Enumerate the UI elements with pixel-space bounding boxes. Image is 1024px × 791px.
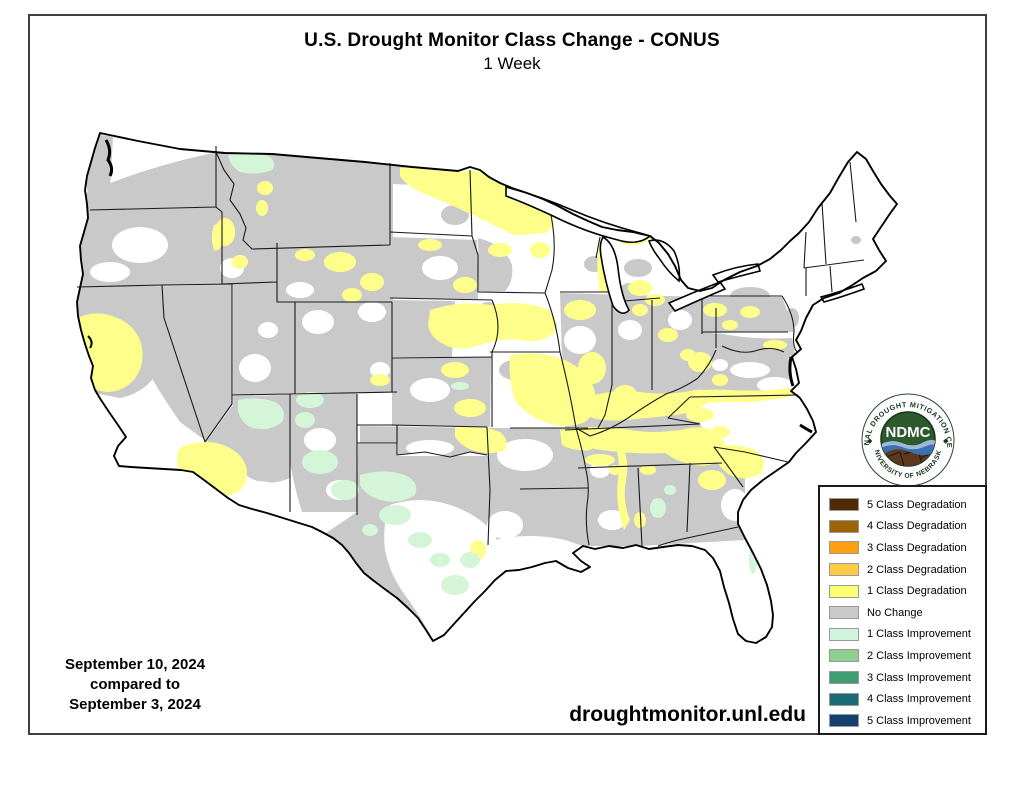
legend-swatch [829, 519, 859, 533]
legend: 5 Class Degradation 4 Class Degradation 3 … [818, 485, 987, 735]
legend-item: 5 Class Degradation [820, 494, 985, 516]
legend-item: 5 Class Improvement [820, 710, 985, 732]
legend-item-label: No Change [867, 606, 923, 619]
legend-item-label: 4 Class Improvement [867, 693, 971, 706]
legend-swatch [829, 649, 859, 663]
legend-item-label: 3 Class Improvement [867, 671, 971, 684]
legend-item: 4 Class Improvement [820, 688, 985, 710]
date-line-3: September 3, 2024 [69, 696, 201, 713]
title-block: U.S. Drought Monitor Class Change - CONU… [0, 30, 1024, 74]
logo-diamond-left: ◆ [867, 438, 873, 445]
legend-swatch [829, 498, 859, 512]
legend-item: 2 Class Degradation [820, 559, 985, 581]
page-title: U.S. Drought Monitor Class Change - CONU… [304, 30, 720, 51]
legend-item-label: 2 Class Degradation [867, 563, 967, 576]
legend-swatch [829, 692, 859, 706]
legend-swatch [829, 584, 859, 598]
long-island [819, 282, 866, 303]
legend-swatch [829, 671, 859, 685]
conus-outline [76, 132, 898, 644]
legend-rows: 5 Class Degradation 4 Class Degradation 3 … [820, 494, 985, 732]
legend-item: 1 Class Degradation [820, 580, 985, 602]
logo-acronym: NDMC [886, 424, 931, 441]
legend-swatch [829, 563, 859, 577]
page-subtitle: 1 Week [483, 54, 541, 73]
legend-swatch [829, 541, 859, 555]
legend-item: 1 Class Improvement [820, 624, 985, 646]
website-url: droughtmonitor.unl.edu [569, 703, 806, 726]
legend-item-label: 1 Class Degradation [867, 585, 967, 598]
lake-erie [667, 281, 727, 312]
legend-swatch [829, 714, 859, 728]
lake-michigan [599, 235, 630, 314]
date-line-2: compared to [89, 676, 180, 693]
legend-item-label: 3 Class Degradation [867, 541, 967, 554]
legend-swatch [829, 606, 859, 620]
logo-diamond-right: ◆ [943, 438, 949, 445]
legend-item: 2 Class Improvement [820, 645, 985, 667]
legend-item: 3 Class Improvement [820, 667, 985, 689]
improvement-1-regions [228, 152, 757, 595]
legend-swatch [829, 627, 859, 641]
outer-frame [28, 14, 987, 735]
legend-item-label: 1 Class Improvement [867, 628, 971, 641]
legend-item-label: 5 Class Improvement [867, 714, 971, 727]
date-block: September 10, 2024 compared to September… [40, 655, 230, 715]
legend-item-label: 2 Class Improvement [867, 649, 971, 662]
state-borders [76, 146, 865, 547]
legend-item: 3 Class Degradation [820, 537, 985, 559]
legend-item: 4 Class Degradation [820, 516, 985, 538]
legend-item-label: 5 Class Degradation [867, 498, 967, 511]
lake-huron [647, 239, 681, 283]
ndmc-logo: NATIONAL DROUGHT MITIGATION CENTER UNIVE… [860, 392, 955, 487]
date-line-1: September 10, 2024 [64, 656, 206, 673]
legend-item: No Change [820, 602, 985, 624]
degradation-1-regions [77, 166, 795, 560]
coastal-detail [87, 139, 813, 434]
legend-item-label: 4 Class Degradation [867, 520, 967, 533]
